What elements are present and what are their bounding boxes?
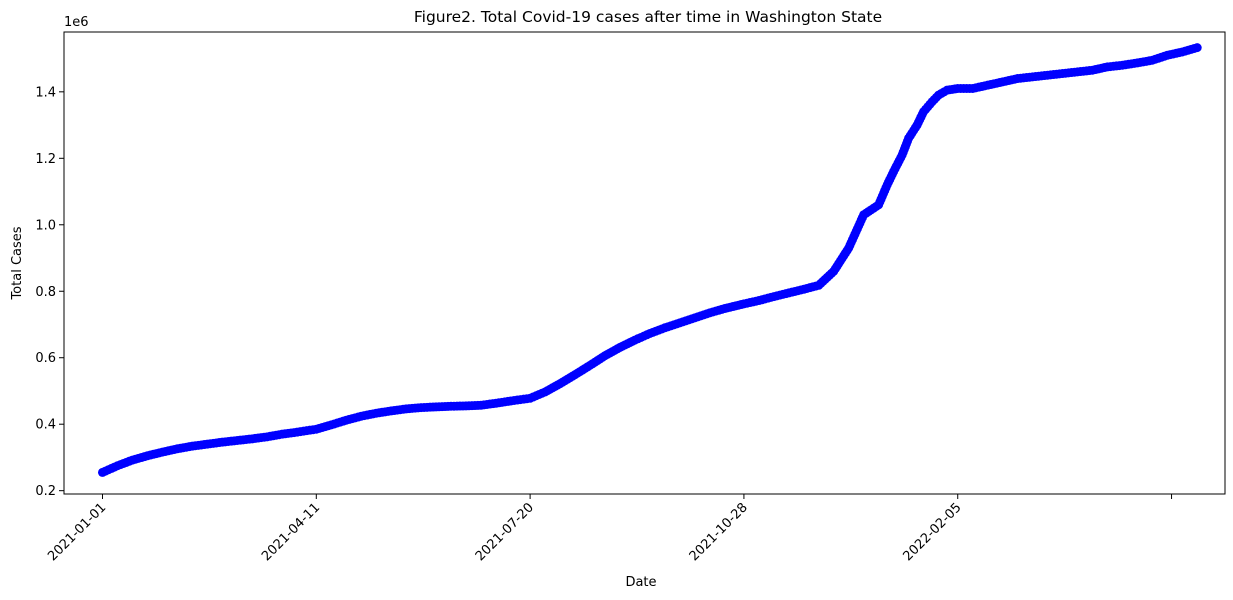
x-tick-label: 2021-04-11	[259, 500, 323, 564]
y-tick-label: 0.8	[35, 285, 56, 300]
y-axis: 0.2 0.4 0.6 0.8 1.0 1.2 1.4	[35, 85, 64, 499]
y-tick-label: 1.0	[35, 218, 56, 233]
chart-title: Figure2. Total Covid-19 cases after time…	[414, 8, 882, 26]
y-axis-label: Total Cases	[10, 226, 25, 300]
x-tick-label: 2021-07-20	[473, 500, 537, 564]
plot-area	[63, 31, 1226, 495]
series-line	[102, 46, 1198, 474]
x-axis: 2021-01-01 2021-04-11 2021-07-20 2021-10-28…	[45, 494, 1173, 564]
series-group	[97, 43, 1202, 477]
y-scale-label: 1e6	[64, 15, 89, 30]
x-tick-label: 2021-10-28	[687, 500, 751, 564]
y-tick-label: 1.2	[35, 152, 56, 167]
y-tick-label: 0.6	[35, 351, 56, 366]
x-axis-label: Date	[625, 575, 656, 590]
x-tick-label: 2021-01-01	[45, 500, 109, 564]
y-tick-label: 0.4	[35, 418, 56, 433]
x-tick-label: 2022-02-05	[901, 500, 965, 564]
y-tick-label: 1.4	[35, 85, 56, 100]
y-tick-label: 0.2	[35, 484, 56, 499]
data-point	[1192, 43, 1202, 53]
